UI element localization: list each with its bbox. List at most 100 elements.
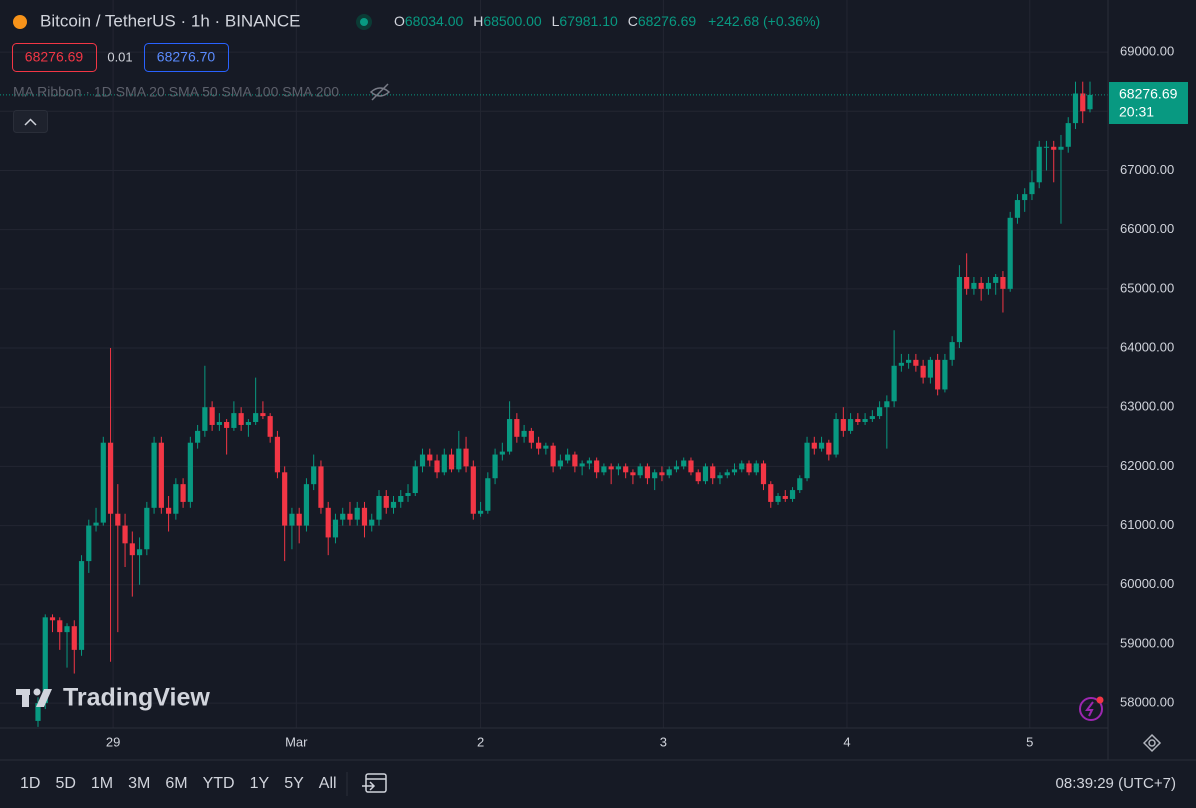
candle-body [499,451,505,455]
bid[interactable]: 68276.69 [25,49,84,65]
y-tick-label: 59000.00 [1120,635,1174,650]
candle-body [898,362,904,366]
candle-body [325,507,331,538]
candle-body [565,454,571,461]
range-button[interactable]: 1Y [250,775,270,792]
candle-body [811,442,817,449]
candle-body [173,484,179,514]
collapse-button[interactable] [13,110,48,133]
candle-body [303,484,310,526]
l-value: 67981.10 [559,13,618,29]
candle-body [1022,194,1028,201]
y-tick-label: 62000.00 [1120,458,1174,473]
candle-body [601,466,607,473]
candle-body [405,493,411,496]
candle-body [1043,146,1050,148]
candle-body [282,472,288,526]
candle-body [927,359,933,378]
x-tick-label: Mar [285,734,308,749]
candle-body [354,507,360,520]
sell-button[interactable] [12,43,97,72]
candle-body [746,463,752,473]
range-button[interactable]: 1M [91,775,113,792]
candle-body [441,454,447,473]
candle-body [224,422,230,428]
candle-body [688,460,694,473]
candle-body [797,478,803,491]
candle-body [506,419,513,452]
candle-body [253,413,259,423]
l-label: L [552,13,560,29]
y-tick-label: 60000.00 [1120,576,1174,591]
candle-body [129,543,135,556]
candle-body [956,276,963,343]
alerts-icon[interactable] [1079,697,1103,721]
range-button[interactable]: 5Y [284,775,304,792]
candle-body [913,359,919,366]
y-tick-label: 64000.00 [1120,339,1174,354]
y-tick-label: 67000.00 [1120,162,1174,177]
candle-body [1007,217,1013,289]
change: +242.68 (+0.36%) [708,13,820,29]
candle-body [869,416,875,420]
range-button[interactable]: 3M [128,775,150,792]
candle-body [463,448,469,467]
range-button[interactable]: YTD [203,775,235,792]
range-button[interactable]: 6M [165,775,187,792]
y-tick-label: 66000.00 [1120,221,1174,236]
candle-body [477,510,484,514]
candle-body [122,525,128,544]
candle-body [376,495,382,520]
indicator-label: MA Ribbon · 1D SMA 20 SMA 50 SMA 100 SMA… [13,84,339,100]
settings-icon[interactable] [1142,733,1162,753]
x-tick-label: 4 [843,734,850,749]
candle-body [550,445,556,467]
candle-body [1051,146,1057,150]
candle-body [238,413,244,425]
candle-body [840,419,846,431]
range-button[interactable]: 1D [20,775,40,792]
candle-body [804,442,810,479]
candle-body [216,422,222,425]
range-button[interactable]: All [319,775,337,792]
candle-body [180,484,186,502]
candle-body [782,495,788,499]
candle-body [93,522,99,526]
symbol: Bitcoin / TetherUS · 1h · BINANCE [40,11,300,30]
candle-body [826,442,832,455]
candle-body [245,422,251,425]
candle-body [195,430,201,443]
candle-body [107,442,114,514]
candle-body [935,359,941,390]
candle-body [702,466,709,482]
candle-body [673,466,680,470]
date-range-icon[interactable] [362,773,387,793]
ask[interactable]: 68276.70 [157,49,216,65]
candle-body [775,495,781,502]
candle-body [492,454,498,479]
hide-indicator-icon[interactable] [369,83,391,101]
y-tick-label: 65000.00 [1120,280,1174,295]
toolbar: 1D 5D 1M 3M 6M YTD 1Y 5Y All [20,775,337,792]
buy-button[interactable] [144,43,229,72]
candle-body [340,513,346,520]
o-value: 68034.00 [405,13,464,29]
candle-body [993,276,999,283]
candle-body [1065,123,1071,147]
candle-body [1080,93,1086,112]
candle-body [347,513,353,520]
candle-body [151,442,157,508]
range-button[interactable]: 5D [55,775,75,792]
candle-body [202,407,208,431]
candle-body [470,466,476,514]
candle-body [557,460,563,467]
candle-body [231,413,237,428]
candle-body [274,436,281,473]
candle-body [64,626,70,633]
candle-body [543,445,549,449]
y-tick-label: 69000.00 [1120,44,1174,59]
candle-body [630,472,636,476]
candle-body [419,454,426,467]
candle-body [666,469,672,476]
h-value: 68500.00 [483,13,542,29]
